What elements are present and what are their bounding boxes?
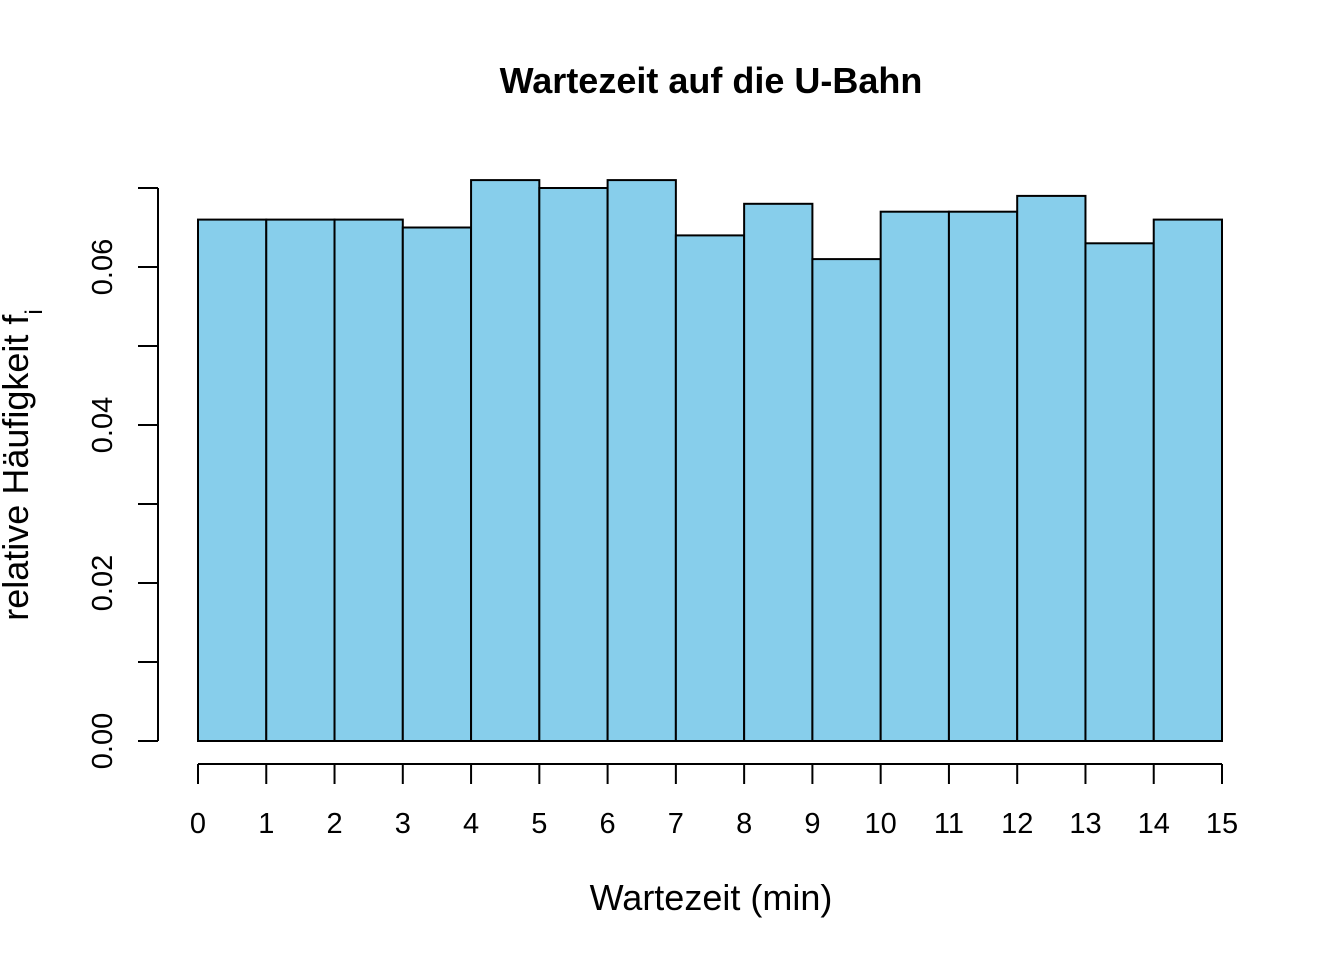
histogram-bar xyxy=(879,210,950,742)
histogram-bar xyxy=(1152,218,1223,743)
x-tick-label: 2 xyxy=(326,808,342,840)
y-tick-label: 0.02 xyxy=(87,555,119,611)
x-axis-label: Wartezeit (min) xyxy=(590,877,833,918)
y-tick-label: 0.00 xyxy=(87,713,119,769)
histogram-bar xyxy=(743,202,814,743)
histogram-bar xyxy=(401,226,473,742)
x-tick-label: 0 xyxy=(190,808,206,840)
histogram-bar xyxy=(1016,194,1087,742)
chart-title: Wartezeit auf die U-Bahn xyxy=(500,60,923,101)
histogram-bar xyxy=(197,218,268,743)
histogram-bar xyxy=(333,218,404,743)
x-tick-label: 3 xyxy=(395,808,411,840)
histogram-bar xyxy=(947,210,1019,742)
x-axis: 0 1 2 3 4 5 6 7 8 9 10 11 12 13 14 15 xyxy=(190,763,1238,840)
y-tick-label: 0.06 xyxy=(87,239,119,295)
x-tick-label: 9 xyxy=(804,808,820,840)
histogram-bar xyxy=(811,258,882,742)
histogram-bar xyxy=(470,179,541,743)
x-tick-label: 11 xyxy=(934,808,964,840)
y-tick-label: 0.04 xyxy=(87,397,119,453)
y-axis: 0.00 0.02 0.04 0.06 xyxy=(87,187,159,769)
x-tick-label: 13 xyxy=(1069,808,1101,840)
x-tick-label: 1 xyxy=(258,808,274,840)
x-tick-label: 8 xyxy=(736,808,752,840)
y-axis-label: relative Häufigkeit fi xyxy=(0,309,48,620)
bars xyxy=(197,179,1223,743)
x-tick-label: 7 xyxy=(668,808,684,840)
x-tick-label: 5 xyxy=(531,808,547,840)
histogram-bar xyxy=(674,234,746,742)
x-tick-label: 12 xyxy=(1001,808,1033,840)
y-axis-label-main: relative Häufigkeit f xyxy=(0,314,36,621)
x-tick-label: 14 xyxy=(1138,808,1170,840)
histogram-bar xyxy=(265,218,336,743)
y-axis-label-subscript: i xyxy=(21,309,48,314)
histogram-bar xyxy=(606,179,677,743)
x-tick-label: 6 xyxy=(600,808,616,840)
x-tick-label: 4 xyxy=(463,808,479,840)
histogram-bar xyxy=(1084,242,1155,743)
x-tick-label: 10 xyxy=(865,808,897,840)
histogram-bar xyxy=(538,187,609,742)
x-tick-label: 15 xyxy=(1206,808,1238,840)
